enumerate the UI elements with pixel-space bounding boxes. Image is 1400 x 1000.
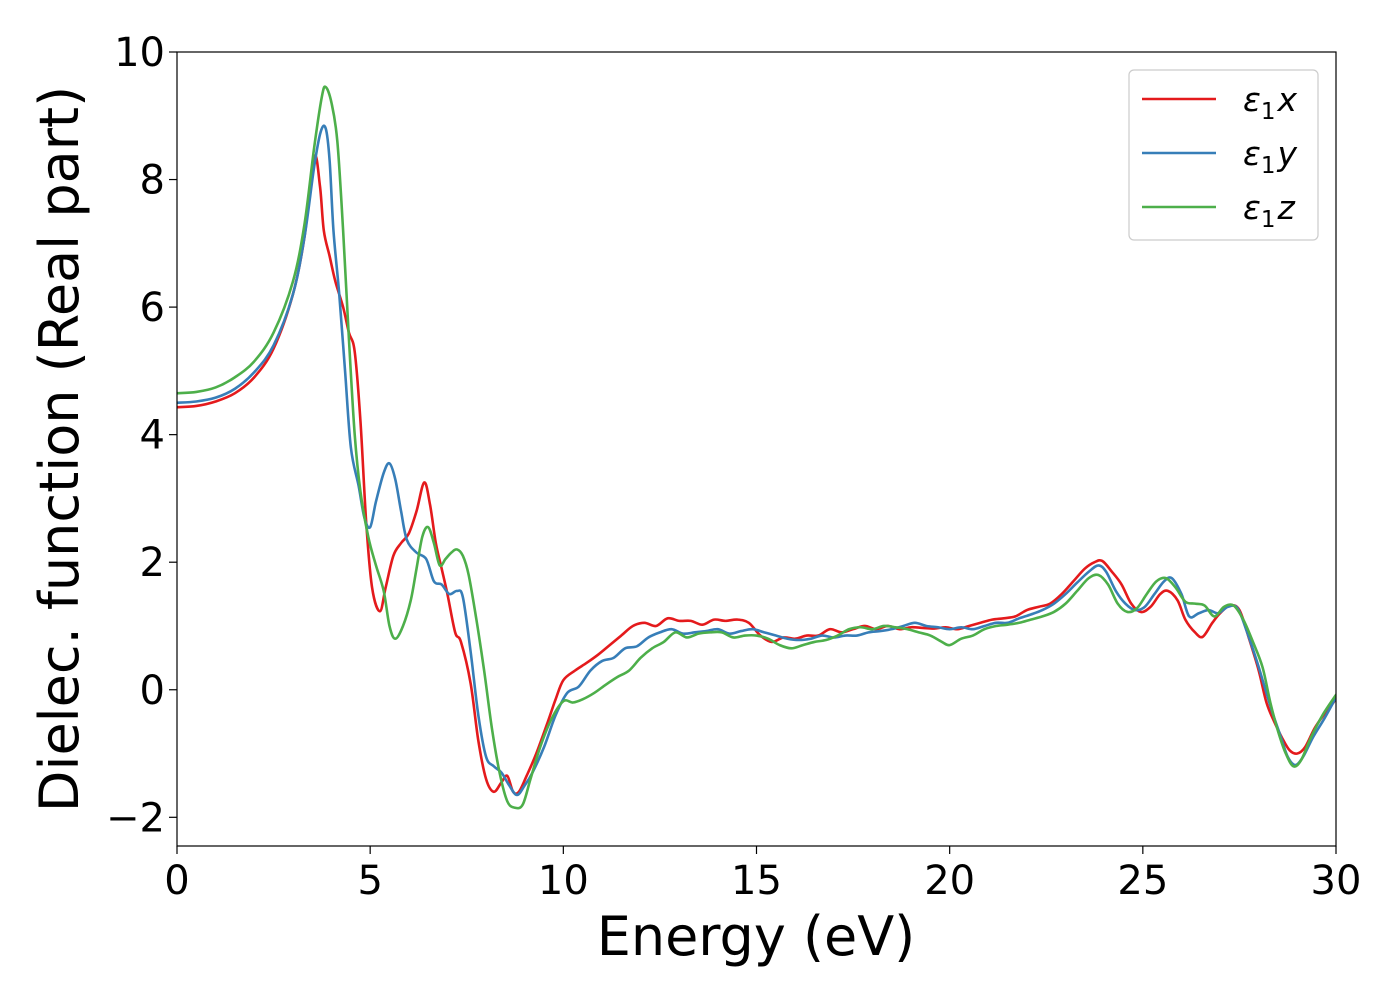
- legend-variable: y: [1276, 134, 1297, 173]
- x-tick-label: 10: [538, 858, 589, 904]
- legend-subscript: 1: [1261, 99, 1276, 125]
- y-tick-label: 10: [114, 30, 165, 76]
- x-axis-label: Energy (eV): [597, 905, 916, 968]
- legend-variable: z: [1276, 188, 1295, 227]
- legend-label-x: ε1x: [1243, 80, 1297, 125]
- x-tick-label: 20: [924, 858, 975, 904]
- x-tick-label: 5: [357, 858, 382, 904]
- x-tick-label: 30: [1311, 858, 1362, 904]
- legend-symbol: ε: [1243, 80, 1261, 119]
- legend-symbol: ε: [1243, 134, 1261, 173]
- y-tick-label: 6: [140, 285, 165, 331]
- series-line-z: [177, 85, 1336, 810]
- series-line-x: [177, 154, 1336, 796]
- legend-variable: x: [1276, 80, 1297, 119]
- y-tick-label: 0: [140, 668, 165, 714]
- legend-label-z: ε1z: [1243, 188, 1295, 233]
- x-tick-label: 0: [164, 858, 189, 904]
- legend-subscript: 1: [1261, 207, 1276, 233]
- legend-symbol: ε: [1243, 188, 1261, 227]
- y-tick-label: −2: [106, 795, 165, 841]
- x-axis: 0 5 10 15 20 25 30: [164, 846, 1361, 904]
- y-tick-label: 2: [140, 540, 165, 586]
- y-axis: −2 0 2 4 6 8 10: [106, 30, 177, 841]
- y-tick-label: 8: [140, 158, 165, 204]
- legend-subscript: 1: [1261, 153, 1276, 179]
- x-tick-label: 25: [1117, 858, 1168, 904]
- series-layer: [177, 85, 1336, 810]
- series-line-y: [177, 124, 1336, 797]
- y-axis-label: Dielec. function (Real part): [28, 86, 91, 812]
- legend-label-y: ε1y: [1243, 134, 1297, 179]
- x-tick-label: 15: [731, 858, 782, 904]
- y-tick-label: 4: [140, 413, 165, 459]
- legend-box: [1128, 69, 1319, 241]
